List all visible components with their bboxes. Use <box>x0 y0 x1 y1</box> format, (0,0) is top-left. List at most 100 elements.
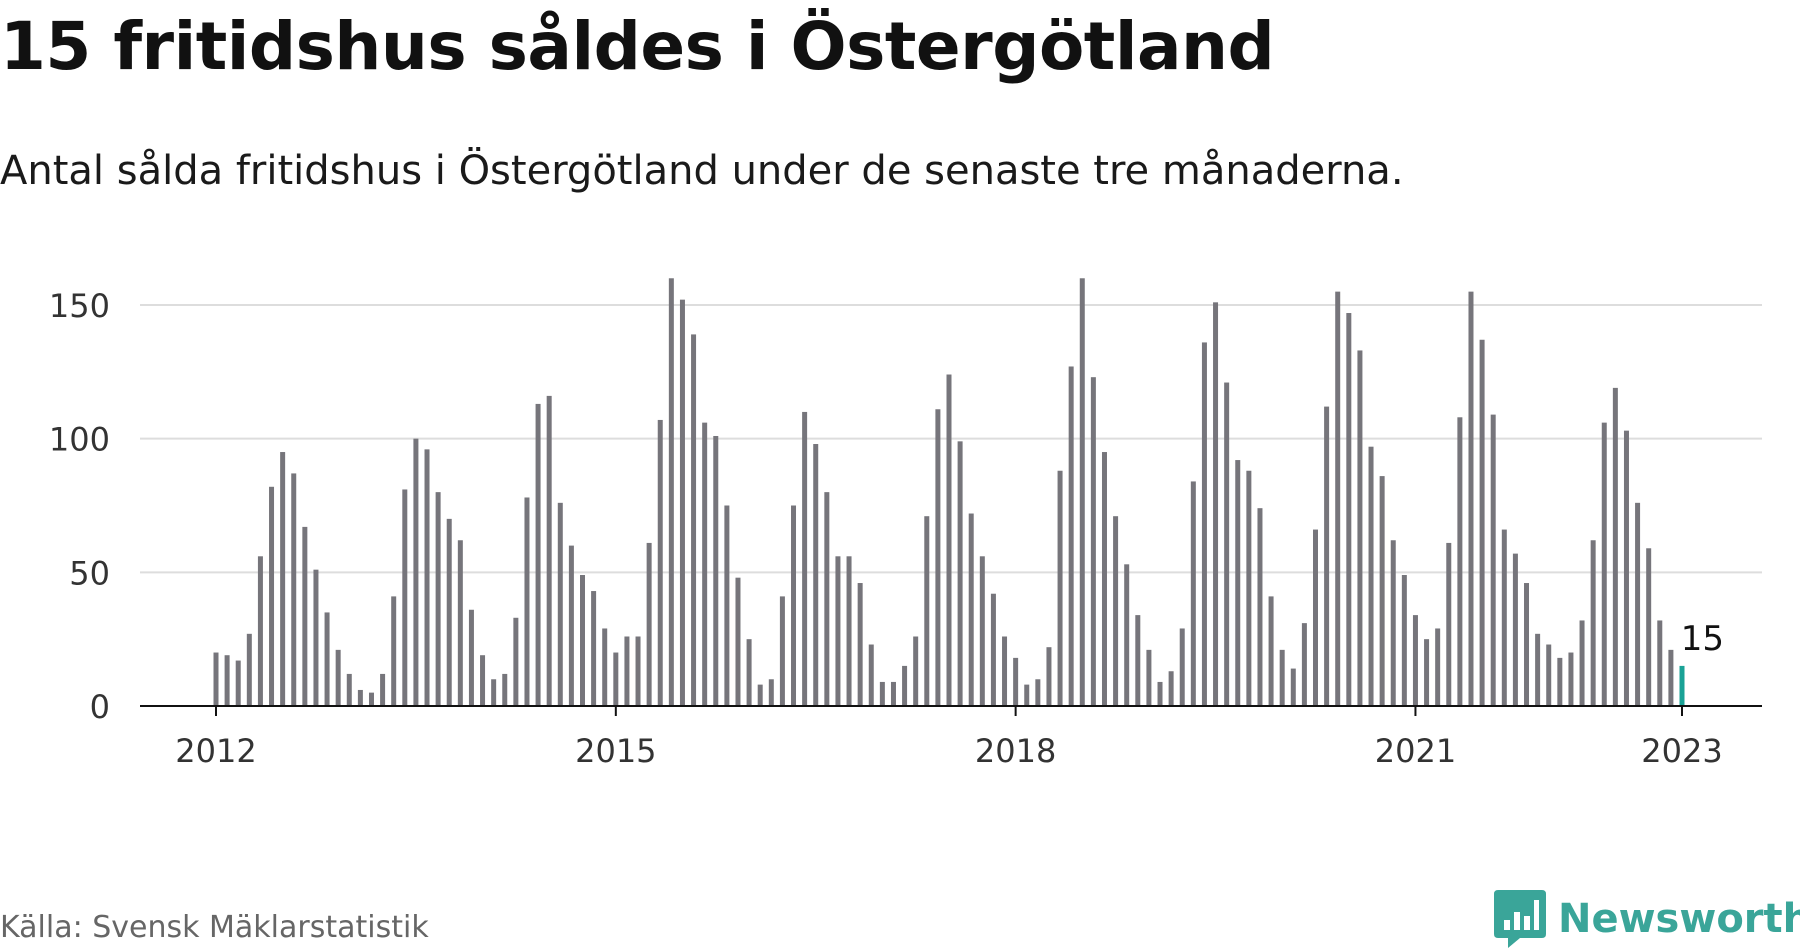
bar <box>613 652 619 706</box>
bar <box>1524 583 1530 706</box>
bar <box>1357 350 1363 706</box>
axes <box>140 705 1762 716</box>
bar <box>902 665 908 706</box>
bar <box>1290 668 1296 706</box>
bar <box>1201 342 1207 706</box>
bar <box>646 542 652 706</box>
x-tick-label: 2018 <box>975 732 1056 770</box>
bar <box>802 411 808 706</box>
bar <box>435 492 441 706</box>
bar <box>535 403 541 706</box>
bar <box>1601 422 1607 706</box>
bar <box>1157 681 1163 706</box>
bar <box>1124 564 1130 706</box>
bar <box>1457 417 1463 706</box>
bar <box>1168 671 1174 706</box>
bar <box>1057 470 1063 706</box>
bar <box>1468 291 1474 706</box>
bar <box>668 278 674 706</box>
highlight-value-label: 15 <box>1681 619 1724 659</box>
bar <box>302 526 308 706</box>
bar <box>424 449 430 706</box>
bar <box>1379 476 1385 706</box>
bar <box>246 633 252 706</box>
bar <box>1512 553 1518 706</box>
bar <box>1246 470 1252 706</box>
bar <box>1501 529 1507 706</box>
bar <box>657 419 663 706</box>
bar <box>1612 387 1618 706</box>
bar <box>602 628 608 706</box>
bar <box>791 505 797 706</box>
bar <box>1113 516 1119 706</box>
bar <box>1568 652 1574 706</box>
bar <box>1324 406 1330 706</box>
bar <box>1646 548 1652 706</box>
bar <box>1013 657 1019 706</box>
bar <box>546 395 552 706</box>
bar <box>413 438 419 706</box>
bar <box>1412 615 1418 706</box>
bar <box>1401 575 1407 706</box>
bar <box>1213 302 1219 706</box>
bar <box>1035 679 1041 706</box>
bar <box>1479 339 1485 706</box>
bar <box>1435 628 1441 706</box>
bar <box>813 444 819 706</box>
bar <box>1446 542 1452 706</box>
bar <box>846 556 852 706</box>
bar <box>679 299 685 706</box>
bar <box>1668 649 1674 706</box>
bar <box>935 409 941 706</box>
bar <box>568 545 574 706</box>
bar <box>1235 460 1241 706</box>
bar <box>835 556 841 706</box>
bar <box>702 422 708 706</box>
bar <box>979 556 985 706</box>
logo-text: Newsworthy <box>1558 896 1800 942</box>
bar <box>624 636 630 706</box>
bar <box>1657 620 1663 706</box>
bar <box>1257 508 1263 706</box>
bar-chart-speech-bubble-icon <box>1494 890 1546 948</box>
bar <box>724 505 730 706</box>
bar <box>280 452 286 706</box>
bar <box>524 497 530 706</box>
bar <box>1090 377 1096 706</box>
y-tick-label: 150 <box>49 287 110 325</box>
y-tick-label: 50 <box>69 554 110 592</box>
bar <box>768 679 774 706</box>
bar <box>1224 382 1230 706</box>
bar <box>224 655 230 706</box>
bar <box>402 489 408 706</box>
bar <box>1068 366 1074 706</box>
bar <box>913 636 919 706</box>
x-tick-label: 2021 <box>1375 732 1456 770</box>
bar <box>457 540 463 706</box>
bar <box>1490 414 1496 706</box>
bar <box>691 334 697 706</box>
bar <box>1335 291 1341 706</box>
x-tick-label: 2015 <box>575 732 656 770</box>
bar <box>957 441 963 706</box>
bar <box>990 593 996 706</box>
bar <box>1190 481 1196 706</box>
bar <box>502 673 508 706</box>
bar <box>368 692 374 706</box>
bar <box>924 516 930 706</box>
bar <box>324 612 330 706</box>
bar <box>1268 596 1274 706</box>
bar <box>968 513 974 706</box>
bar <box>1535 633 1541 706</box>
bar <box>857 583 863 706</box>
bar <box>591 591 597 706</box>
bar <box>946 374 952 706</box>
bar <box>1146 649 1152 706</box>
bar <box>1557 657 1563 706</box>
bar <box>480 655 486 706</box>
bar <box>357 689 363 706</box>
bar <box>879 681 885 706</box>
bar <box>1024 684 1030 706</box>
bar <box>446 518 452 706</box>
